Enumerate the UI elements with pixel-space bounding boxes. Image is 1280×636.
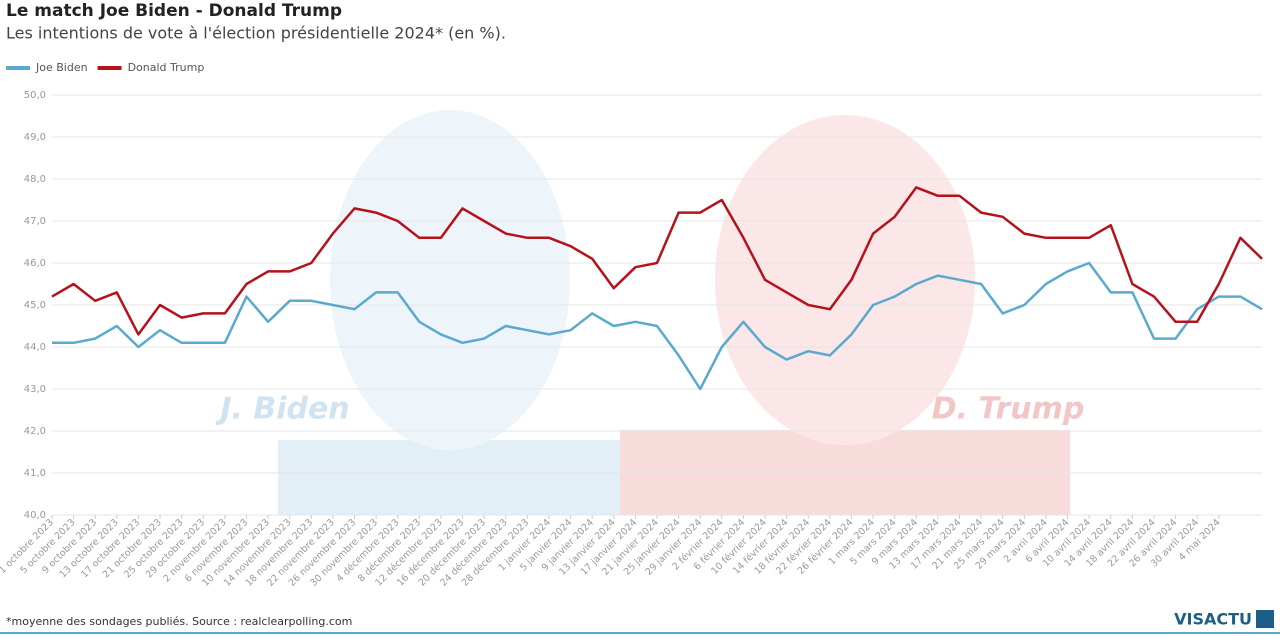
series-line <box>52 261 1263 391</box>
y-tick-label: 44,0 <box>24 342 46 353</box>
y-tick-label: 48,0 <box>24 174 46 185</box>
y-tick-label: 46,0 <box>24 258 46 269</box>
series-line <box>51 186 1263 336</box>
chart-subtitle: Les intentions de vote à l'élection prés… <box>6 24 506 43</box>
logo: VISACTU <box>1174 610 1252 629</box>
watermark: J. Biden <box>215 392 349 427</box>
legend-label: Donald Trump <box>128 61 205 74</box>
biden-photo-shape <box>278 440 620 515</box>
y-tick-label: 49,0 <box>24 132 46 143</box>
y-tick-label: 50,0 <box>24 90 46 101</box>
legend-label: Joe Biden <box>35 61 88 74</box>
source-note: *moyenne des sondages publiés. Source : … <box>6 615 352 628</box>
biden-photo-shape <box>330 110 570 450</box>
legend: Joe Biden Donald Trump <box>6 61 204 74</box>
y-tick-label: 40,0 <box>24 510 46 521</box>
y-tick-label: 45,0 <box>24 300 46 311</box>
chart-title: Le match Joe Biden - Donald Trump <box>6 1 342 21</box>
y-tick-label: 47,0 <box>24 216 46 227</box>
y-tick-label: 43,0 <box>24 384 46 395</box>
y-tick-label: 42,0 <box>24 426 46 437</box>
logo-mark <box>1256 610 1274 628</box>
watermark: D. Trump <box>932 392 1085 427</box>
y-tick-label: 41,0 <box>24 468 46 479</box>
